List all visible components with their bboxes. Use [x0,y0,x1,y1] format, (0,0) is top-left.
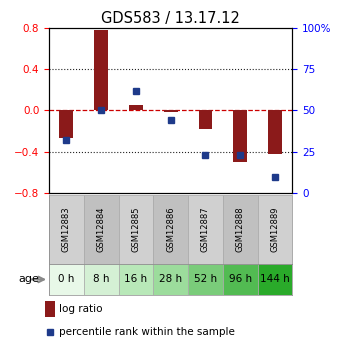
Text: log ratio: log ratio [58,304,102,314]
Bar [188,195,223,264]
Bar [258,264,292,295]
Text: GSM12885: GSM12885 [131,207,140,252]
Text: GSM12883: GSM12883 [62,207,71,252]
Bar [49,264,84,295]
Bar [164,110,178,112]
Bar [129,105,143,110]
Text: 16 h: 16 h [124,275,147,284]
Text: GSM12888: GSM12888 [236,207,245,252]
Title: GDS583 / 13.17.12: GDS583 / 13.17.12 [101,11,240,27]
Bar [49,195,84,264]
Bar [258,195,292,264]
Bar [59,110,73,138]
Text: 8 h: 8 h [93,275,110,284]
Text: 96 h: 96 h [229,275,252,284]
Bar [153,195,188,264]
Text: GSM12886: GSM12886 [166,207,175,252]
Text: 28 h: 28 h [159,275,182,284]
Bar [119,264,153,295]
Bar [153,264,188,295]
Text: GSM12889: GSM12889 [270,207,280,252]
Bar [45,301,55,317]
Bar [188,264,223,295]
Bar [268,110,282,154]
Text: age: age [18,275,39,284]
Text: 0 h: 0 h [58,275,75,284]
Text: 144 h: 144 h [260,275,290,284]
Bar [223,195,258,264]
Bar [94,30,108,110]
Bar [198,110,212,129]
Text: 52 h: 52 h [194,275,217,284]
Bar [233,110,247,162]
Bar [84,264,119,295]
Text: percentile rank within the sample: percentile rank within the sample [58,327,234,337]
Bar [223,264,258,295]
Text: GSM12887: GSM12887 [201,207,210,252]
Bar [84,195,119,264]
Text: GSM12884: GSM12884 [97,207,106,252]
Bar [119,195,153,264]
